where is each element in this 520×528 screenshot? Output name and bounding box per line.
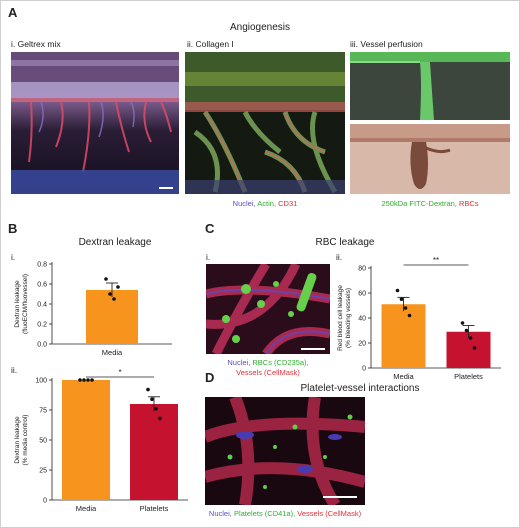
y-tick-label: 80 — [358, 266, 366, 273]
data-point — [78, 378, 82, 382]
data-point — [90, 378, 94, 382]
panel-a-title: Angiogenesis — [229, 22, 291, 33]
bar-media — [381, 304, 426, 368]
x-tick-label: Media — [393, 372, 414, 381]
significance-mark: * — [118, 368, 121, 377]
perfusion-stain-legend: 250kDa FITC-Dextran, RBCs — [350, 199, 510, 208]
panel-c-letter: C — [205, 221, 215, 236]
legend-rbcs-cd235a: RBCs (CD235a), — [252, 358, 309, 367]
y-tick-label: 60 — [358, 291, 366, 298]
y-axis-label: Dextran leakage — [14, 280, 21, 328]
bar-media — [86, 290, 138, 344]
panel-c-sub-i: i. — [206, 252, 211, 262]
data-point — [472, 346, 477, 350]
legend-platelets-cd41a: Platelets (CD41a), — [233, 509, 298, 518]
data-point — [150, 397, 154, 401]
perfusion-fitc-micrograph — [350, 52, 510, 120]
data-point — [460, 321, 465, 325]
data-point — [146, 387, 150, 392]
y-tick-label: 75 — [39, 408, 47, 415]
legend-nuclei-d: Nuclei, — [208, 509, 234, 518]
panel-d-title: Platelet-vessel interactions — [300, 383, 420, 394]
panel-b-title: Dextran leakage — [78, 237, 152, 248]
legend-fitc-dextran: 250kDa FITC-Dextran, — [381, 199, 459, 208]
y-tick-label: 50 — [39, 438, 47, 445]
rbc-leakage-micrograph — [206, 264, 330, 354]
y-axis-label-unit: (% media control) — [22, 415, 29, 466]
y-tick-label: 0 — [43, 498, 47, 505]
data-point — [395, 288, 400, 293]
panel-c-sub-ii: ii. — [336, 252, 343, 262]
x-tick-label: Platelets — [454, 372, 483, 381]
y-tick-label: 20 — [358, 341, 366, 348]
y-axis-label: Red blood cell leakage — [337, 285, 344, 351]
data-point — [407, 313, 412, 318]
panel-a-sub-iii: iii. Vessel perfusion — [350, 39, 423, 49]
geltrex-micrograph — [11, 52, 179, 194]
y-axis-label-unit: (% bleeding vessels) — [345, 288, 352, 348]
legend-vessels-d: Vessels (CellMask) — [297, 509, 362, 518]
data-point — [464, 328, 469, 333]
y-axis-label: Dextran leakage — [14, 416, 21, 464]
data-point — [112, 297, 116, 301]
data-point — [158, 416, 162, 421]
panel-b-sub-ii: ii. — [11, 365, 18, 375]
legend-vessels-c: Vessels (CellMask) — [236, 368, 300, 377]
y-tick-label: 0 — [362, 366, 366, 373]
data-point — [116, 285, 120, 289]
data-point — [403, 306, 408, 310]
significance-mark: ** — [433, 256, 439, 265]
y-tick-label: 100 — [35, 378, 47, 385]
panel-c-title: RBC leakage — [315, 237, 375, 248]
data-point — [108, 292, 112, 296]
y-tick-label: 0.4 — [37, 302, 47, 309]
legend-nuclei: Nuclei, — [232, 199, 258, 208]
data-point — [468, 336, 473, 340]
legend-cd31: CD31 — [278, 199, 298, 208]
panel-d-letter: D — [205, 370, 215, 385]
y-tick-label: 0.0 — [37, 342, 47, 349]
x-tick-label: Platelets — [140, 504, 169, 513]
legend-actin: Actin, — [257, 199, 279, 208]
x-tick-label: Media — [76, 504, 97, 513]
bar-media — [62, 380, 110, 500]
bar-platelets — [130, 404, 178, 500]
chart-dextran-leakage-ratio: Dextran leakage (fluoECM/fluovessel) 0.0 0.… — [14, 262, 172, 357]
data-point — [104, 277, 108, 281]
perfusion-rbc-micrograph — [350, 124, 510, 194]
chart-rbc-leakage: Red blood cell leakage (% bleeding vessel… — [337, 256, 501, 381]
collagen-micrograph — [185, 52, 345, 194]
y-tick-label: 0.8 — [37, 262, 47, 269]
x-tick-label: Media — [102, 348, 123, 357]
platelet-vessel-micrograph — [205, 397, 365, 505]
chart-dextran-leakage-percent: Dextran leakage (% media control) 0 25 50 75 1… — [14, 368, 188, 513]
panel-a-sub-ii: ii. Collagen I — [187, 39, 234, 49]
data-point — [82, 378, 86, 382]
data-point — [399, 297, 404, 302]
y-tick-label: 0.6 — [37, 282, 47, 289]
panel-b-sub-i: i. — [11, 252, 16, 262]
panel-a-sub-i: i. Geltrex mix — [11, 39, 61, 49]
legend-nuclei-c: Nuclei, — [227, 358, 253, 367]
y-axis-label-unit: (fluoECM/fluovessel) — [22, 274, 29, 334]
collagen-stain-legend: Nuclei, Actin, CD31 — [185, 199, 345, 208]
data-point — [86, 378, 90, 382]
legend-rbcs: RBCs — [458, 199, 479, 208]
panel-b-letter: B — [8, 221, 18, 236]
rbc-stain-legend: Nuclei, RBCs (CD235a), Vessels (CellMask… — [206, 358, 330, 378]
panel-a-letter: A — [8, 5, 18, 20]
platelet-stain-legend: Nuclei, Platelets (CD41a), Vessels (Cell… — [205, 509, 365, 518]
y-tick-label: 25 — [39, 468, 47, 475]
y-tick-label: 40 — [358, 316, 366, 323]
y-tick-label: 0.2 — [37, 322, 47, 329]
data-point — [154, 407, 158, 411]
